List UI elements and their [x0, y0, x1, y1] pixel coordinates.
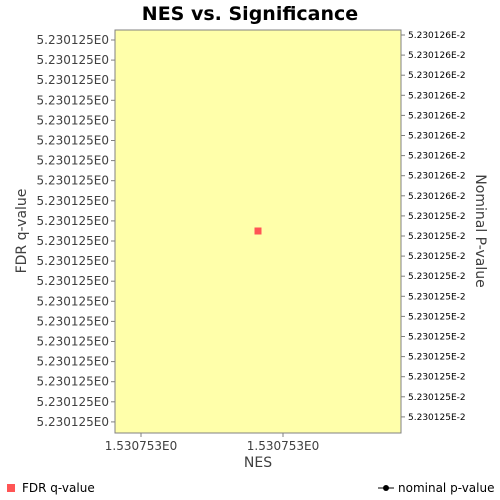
- y2-tick-label: 5.230126E-2: [408, 172, 466, 182]
- x-tick-label: 1.530753E0: [105, 439, 177, 453]
- legend-fdr-marker: [7, 484, 15, 492]
- fdr-data-point: [254, 227, 262, 235]
- y2-tick-label: 5.230126E-2: [408, 91, 466, 101]
- y-tick-label: 5.230125E0: [37, 214, 109, 228]
- y2-tick-label: 5.230126E-2: [408, 51, 466, 61]
- data-points: [254, 227, 262, 235]
- y2-tick-label: 5.230125E-2: [408, 232, 466, 242]
- y-tick-label: 5.230125E0: [37, 33, 109, 47]
- y-tick-label: 5.230125E0: [37, 194, 109, 208]
- y-tick-label: 5.230125E0: [37, 113, 109, 127]
- y-tick-label: 5.230125E0: [37, 294, 109, 308]
- y2-axis-label: Nominal P-value: [472, 174, 488, 287]
- y-tick-label: 5.230125E0: [37, 375, 109, 389]
- y2-tick-label: 5.230125E-2: [408, 333, 466, 343]
- y-tick-label: 5.230125E0: [37, 53, 109, 67]
- legend-nominal-label: nominal p-value: [398, 481, 494, 495]
- y2-tick-label: 5.230125E-2: [408, 413, 466, 423]
- y-axis-right: 5.230126E-2 5.230126E-2 5.230126E-2 5.23012…: [401, 31, 466, 423]
- chart-title: NES vs. Significance: [142, 3, 358, 25]
- y-tick-label: 5.230125E0: [37, 355, 109, 369]
- legend: FDR q-value nominal p-value: [7, 481, 494, 495]
- y2-tick-label: 5.230126E-2: [408, 152, 466, 162]
- y2-tick-label: 5.230126E-2: [408, 192, 466, 202]
- y2-tick-label: 5.230126E-2: [408, 132, 466, 142]
- y-axis-left: 5.230125E0 5.230125E0 5.230125E0 5.230125E0…: [37, 33, 115, 429]
- legend-nominal-dot: [383, 485, 389, 491]
- y-tick-label: 5.230125E0: [37, 134, 109, 148]
- y-tick-label: 5.230125E0: [37, 174, 109, 188]
- x-axis-label: NES: [244, 455, 272, 471]
- y2-tick-label: 5.230125E-2: [408, 353, 466, 363]
- y2-tick-label: 5.230125E-2: [408, 312, 466, 322]
- y2-tick-label: 5.230126E-2: [408, 71, 466, 81]
- legend-fdr-label: FDR q-value: [22, 481, 95, 495]
- x-axis: 1.530753E0 1.530753E0: [105, 433, 319, 453]
- y-axis-label: FDR q-value: [14, 189, 30, 274]
- y-tick-label: 5.230125E0: [37, 93, 109, 107]
- y2-tick-label: 5.230125E-2: [408, 212, 466, 222]
- y2-tick-label: 5.230125E-2: [408, 272, 466, 282]
- y-tick-label: 5.230125E0: [37, 254, 109, 268]
- y-tick-label: 5.230125E0: [37, 234, 109, 248]
- y2-tick-label: 5.230126E-2: [408, 111, 466, 121]
- y-tick-label: 5.230125E0: [37, 274, 109, 288]
- x-tick-label: 1.530753E0: [247, 439, 319, 453]
- y-tick-label: 5.230125E0: [37, 395, 109, 409]
- y-tick-label: 5.230125E0: [37, 154, 109, 168]
- y2-tick-label: 5.230126E-2: [408, 31, 466, 41]
- y-tick-label: 5.230125E0: [37, 335, 109, 349]
- y-tick-label: 5.230125E0: [37, 314, 109, 328]
- y-tick-label: 5.230125E0: [37, 415, 109, 429]
- y2-tick-label: 5.230125E-2: [408, 252, 466, 262]
- y2-tick-label: 5.230125E-2: [408, 393, 466, 403]
- y-tick-label: 5.230125E0: [37, 73, 109, 87]
- y2-tick-label: 5.230125E-2: [408, 373, 466, 383]
- y2-tick-label: 5.230125E-2: [408, 292, 466, 302]
